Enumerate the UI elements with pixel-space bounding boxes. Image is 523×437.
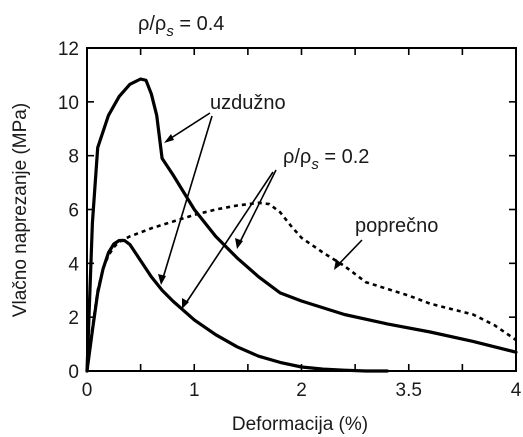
density-0-2-arrows [182, 169, 277, 309]
transverse-arrow [334, 239, 363, 270]
x-tick-label: 0 [82, 380, 93, 401]
plot-frame [86, 47, 517, 372]
density-0-4-subscript: s [166, 23, 174, 40]
y-axis-title: Vlačno naprezanje (MPa) [10, 103, 31, 317]
x-axis-title: Deformacija (%) [232, 414, 368, 435]
longitudinal-arrowhead-low [158, 274, 166, 285]
y-tick-label: 8 [68, 147, 79, 168]
series-longitudinal-0-2-line [85, 238, 389, 373]
y-tick-label: 10 [58, 93, 79, 114]
density-0-2-ratio: ρ/ρ [283, 146, 311, 168]
density-0-2-arrowhead-upper [235, 238, 243, 249]
longitudinal-label: uzdužno [210, 92, 286, 114]
density-0-4-value: = 0.4 [174, 13, 225, 35]
transverse-arrowhead [334, 259, 342, 270]
longitudinal-arrow-low [162, 115, 213, 279]
x-axis-ticks: 0 1 2 3.5 4 [82, 48, 522, 401]
y-tick-label: 2 [68, 308, 79, 329]
series-longitudinal-0-4-line [85, 77, 518, 373]
density-0-2-subscript: s [311, 156, 319, 173]
density-0-4-ratio: ρ/ρ [138, 13, 166, 35]
longitudinal-arrows [158, 112, 213, 285]
longitudinal-arrowhead-high [164, 134, 174, 143]
y-tick-label: 4 [68, 254, 79, 275]
x-tick-label: 2 [296, 380, 307, 401]
y-tick-label: 6 [68, 201, 79, 222]
transverse-label: poprečno [355, 215, 438, 237]
y-tick-label: 0 [68, 362, 79, 383]
x-tick-label: 1 [189, 380, 200, 401]
density-0-2-arrow-upper [239, 169, 277, 243]
y-tick-label: 12 [58, 39, 79, 60]
x-tick-label: 4 [511, 380, 522, 401]
density-0-2-arrowhead-lower [182, 298, 189, 309]
density-0-2-value: = 0.2 [319, 146, 370, 168]
transverse-arrow-line [337, 239, 363, 266]
y-axis-ticks: 0 2 4 6 8 10 12 [58, 39, 516, 383]
longitudinal-arrow-high [167, 112, 211, 141]
density-0-4-label: ρ/ρs = 0.4 [138, 13, 224, 40]
density-0-2-label: ρ/ρs = 0.2 [283, 146, 369, 173]
series-layer [85, 77, 518, 373]
series-transverse-line [85, 201, 517, 372]
x-tick-label: 3.5 [396, 380, 422, 401]
density-0-2-arrow-lower [185, 171, 274, 304]
